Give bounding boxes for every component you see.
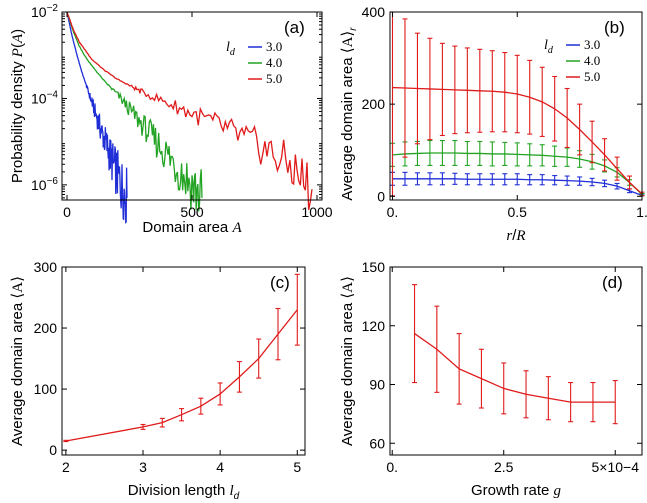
x-tick-label: 0. xyxy=(387,204,399,220)
y-tick-label: 0 xyxy=(377,188,385,204)
y-tick-label: 10−6 xyxy=(31,176,58,193)
plot-frame xyxy=(61,11,323,201)
series-line xyxy=(66,12,203,212)
x-tick-label: 0 xyxy=(63,204,71,220)
series-line xyxy=(66,11,313,210)
series-line xyxy=(66,12,128,224)
panel-label: (a) xyxy=(284,18,305,37)
series-4.0 xyxy=(66,12,203,212)
x-axis-title: Domain area A xyxy=(142,219,242,236)
x-tick-label: 2.5 xyxy=(494,459,514,475)
series-4.0 xyxy=(389,140,645,196)
panel-d: 0. 2.5 5×10−4 60 90 120 150 (d) Growth rate g Ave… xyxy=(339,259,643,499)
y-tick-label: 200 xyxy=(34,320,58,336)
x-tick-label: 1. xyxy=(636,204,647,220)
x-tick-label: 0.5 xyxy=(508,204,528,220)
x-tick-label: 0. xyxy=(386,459,398,475)
panel-b: 0. 0.5 1. 0 200 400 ld 3.04.05.0 (b) r/R Average d… xyxy=(339,4,647,244)
y-tick-label: 200 xyxy=(362,96,386,112)
y-tick-label: 10−2 xyxy=(31,3,58,20)
series-line xyxy=(414,333,616,403)
legend-label: 5.0 xyxy=(584,69,600,84)
plot-frame xyxy=(61,266,306,456)
legend-label: 5.0 xyxy=(266,71,282,86)
y-tick-label: 300 xyxy=(34,259,58,275)
panel-a: 0 500 1000 10−2 10−4 10−6 ld 3.04.05.0 (a) Domain… xyxy=(9,3,333,236)
legend-title: ld xyxy=(226,40,236,58)
y-tick-label: 60 xyxy=(369,435,385,451)
panel-c: 2 3 4 5 0 100 200 300 (c) Division length ld Avera… xyxy=(9,259,306,502)
legend-label: 4.0 xyxy=(266,55,282,70)
plot-frame xyxy=(389,266,643,456)
legend-label: 3.0 xyxy=(266,39,282,54)
panel-label: (c) xyxy=(270,273,290,292)
series-5.0 xyxy=(389,11,645,197)
x-tick-label: 4 xyxy=(216,459,224,475)
y-tick-label: 0 xyxy=(49,442,57,458)
x-axis-title: Growth rate g xyxy=(471,482,562,499)
series-line xyxy=(65,309,298,442)
y-tick-label: 400 xyxy=(362,4,386,20)
legend-title: ld xyxy=(544,38,554,56)
x-tick-label: 1000 xyxy=(301,204,332,220)
x-tick-label: 5 xyxy=(293,459,301,475)
y-tick-label: 90 xyxy=(369,377,385,393)
x-tick-label: 2 xyxy=(62,459,70,475)
plot-frame xyxy=(389,11,643,201)
y-tick-label: 120 xyxy=(362,318,386,334)
y-tick-label: 10−4 xyxy=(31,89,58,106)
panel-label: (b) xyxy=(604,18,625,37)
x-tick-label: 500 xyxy=(180,204,204,220)
y-tick-label: 150 xyxy=(362,259,386,275)
series-main xyxy=(63,273,300,443)
y-axis-title: Probability density P(A) xyxy=(9,29,26,183)
x-tick-label: 3 xyxy=(139,459,147,475)
legend-label: 3.0 xyxy=(584,37,600,52)
y-axis-title: Average domain area ⟨A⟩ xyxy=(9,276,26,446)
x-axis-title: r/R xyxy=(506,227,525,244)
y-axis-title: Average domain area ⟨A⟩r xyxy=(339,27,359,201)
x-axis-title: Division length ld xyxy=(128,482,240,502)
series-3.0 xyxy=(66,12,128,224)
series-5.0 xyxy=(66,11,313,210)
series-main xyxy=(412,284,618,425)
legend-label: 4.0 xyxy=(584,53,600,68)
series-3.0 xyxy=(389,171,645,197)
y-axis-title: Average domain area ⟨A⟩ xyxy=(339,276,356,446)
x-tick-label: 5×10−4 xyxy=(591,459,639,475)
panel-label: (d) xyxy=(602,273,623,292)
y-tick-label: 100 xyxy=(34,381,58,397)
